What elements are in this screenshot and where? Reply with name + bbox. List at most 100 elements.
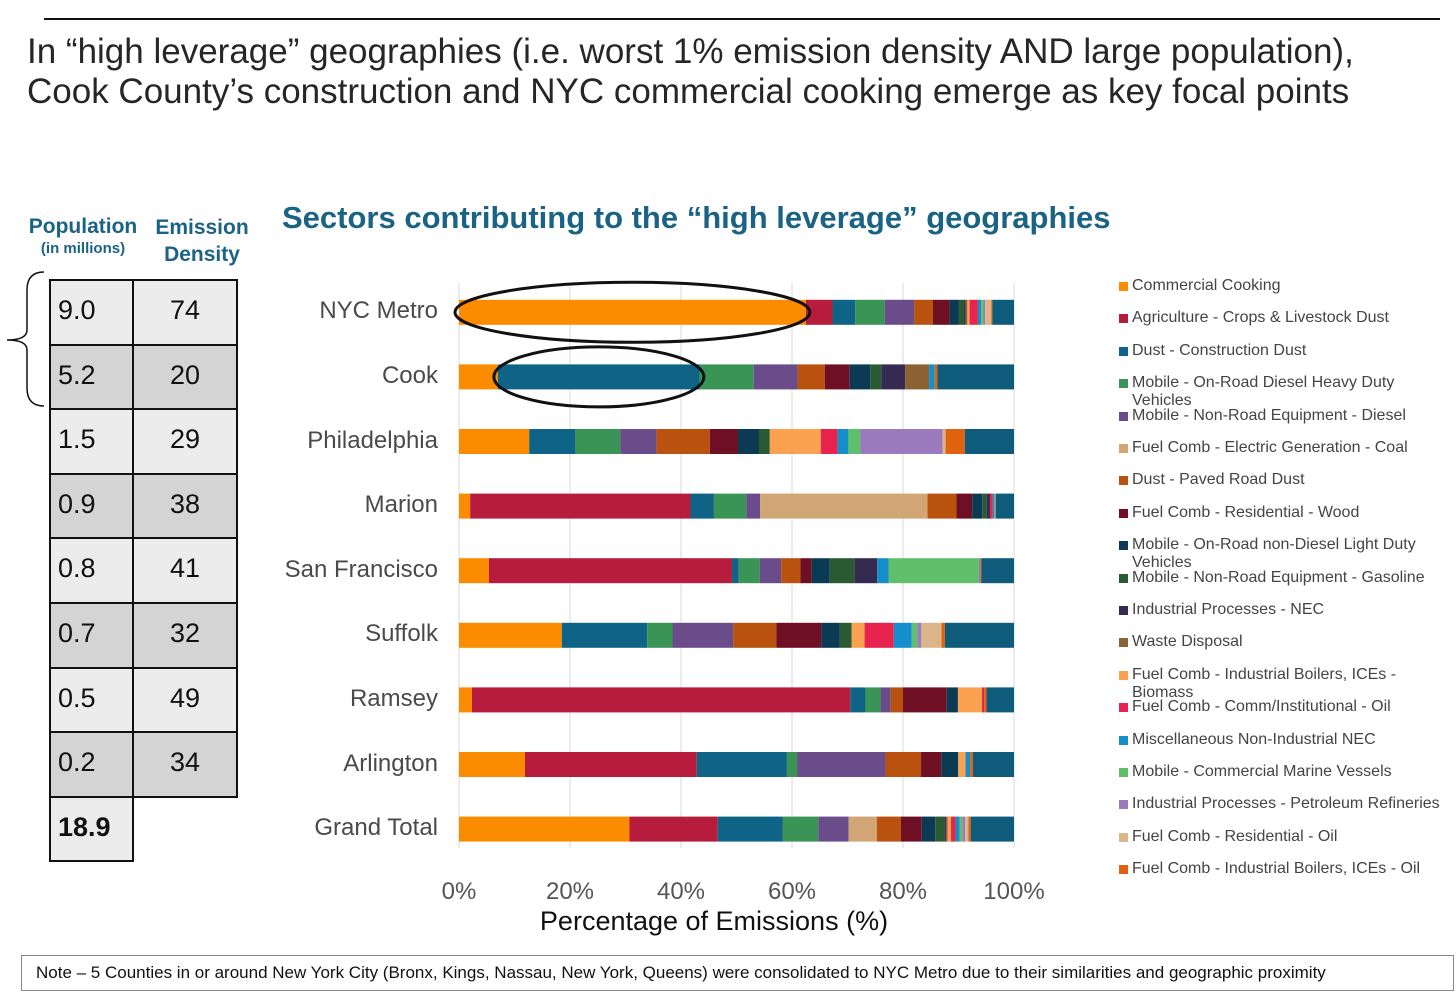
legend-item: Industrial Processes - Petroleum Refiner… — [1118, 795, 1456, 813]
legend-label: Mobile - Commercial Marine Vessels — [1132, 763, 1392, 780]
legend-label: Waste Disposal — [1132, 633, 1243, 651]
x-tick-label: 40% — [657, 878, 705, 905]
bar-segment — [994, 493, 996, 519]
bar-segment — [970, 752, 973, 777]
legend-swatch — [1119, 638, 1128, 648]
bar-segment — [529, 429, 576, 454]
bar-segment — [990, 493, 993, 519]
bar-segment — [935, 816, 945, 842]
density-header-label: Emission Density — [155, 216, 249, 266]
population-header-sublabel: (in millions) — [40, 240, 126, 257]
bar-segment — [983, 299, 986, 325]
legend-swatch — [1119, 476, 1128, 486]
bar-segment — [759, 429, 770, 454]
bar-segment — [995, 493, 1014, 519]
bar-segment — [888, 558, 979, 584]
legend-item: Dust - Paved Road Dust — [1118, 471, 1456, 489]
legend-item: Agriculture - Crops & Livestock Dust — [1118, 309, 1456, 327]
bar-segment — [459, 429, 530, 454]
bar-segment — [656, 429, 710, 454]
bar-segment — [962, 816, 966, 842]
bar-segment — [837, 429, 849, 454]
top-rule — [44, 18, 1440, 20]
chart-title: Sectors contributing to the “high levera… — [282, 200, 1111, 235]
legend-swatch — [1119, 541, 1128, 551]
bar-segment — [921, 816, 936, 842]
density-cell: 41 — [132, 537, 238, 604]
highlight-ellipse — [492, 345, 706, 409]
bar-segment — [832, 299, 856, 325]
headline-line-1: In “high leverage” geographies (i.e. wor… — [27, 32, 1354, 71]
legend-item: Fuel Comb - Industrial Boilers, ICEs - O… — [1118, 860, 1456, 878]
bar-segment — [459, 493, 471, 519]
population-cell: 0.8 — [49, 537, 134, 604]
bar-segment — [937, 364, 1014, 390]
legend-label: Fuel Comb - Residential - Wood — [1132, 503, 1360, 521]
y-category-label: Cook — [381, 361, 438, 389]
bar-segment — [459, 622, 562, 648]
bar-segment — [854, 558, 878, 584]
bar-segment — [865, 687, 881, 713]
legend-swatch — [1119, 444, 1128, 453]
legend-item: Mobile - Non-Road Equipment - Diesel — [1118, 407, 1456, 425]
bar-segment — [855, 299, 885, 325]
bar-segment — [914, 299, 933, 325]
legend-item: Fuel Comb - Industrial Boilers, ICEs - B… — [1118, 666, 1456, 702]
bar-segment — [945, 429, 965, 454]
bar-segment — [959, 816, 963, 842]
legend-item: Commercial Cooking — [1118, 277, 1456, 295]
legend-label: Fuel Comb - Industrial Boilers, ICEs - O… — [1132, 860, 1421, 878]
legend-swatch — [1119, 768, 1128, 777]
bar-segment — [955, 816, 960, 842]
legend-label: Industrial Processes - Petroleum Refiner… — [1132, 795, 1440, 813]
population-cell: 1.5 — [49, 408, 134, 475]
legend-item: Fuel Comb - Residential - Oil — [1118, 828, 1456, 846]
bar-segment — [947, 816, 952, 842]
bar-segment — [864, 622, 894, 648]
legend-swatch — [1119, 411, 1128, 421]
bar-segment — [760, 493, 928, 519]
legend-item: Fuel Comb - Comm/Institutional - Oil — [1118, 698, 1456, 716]
bar-segment — [885, 752, 922, 777]
y-category-label: San Francisco — [284, 555, 438, 583]
legend-item: Mobile - On-Road Diesel Heavy Duty Vehic… — [1118, 374, 1456, 410]
bar-segment — [850, 687, 866, 713]
density-cell: 20 — [132, 343, 238, 411]
bar-segment — [713, 493, 747, 519]
legend-item: Waste Disposal — [1118, 633, 1456, 651]
bar-segment — [965, 752, 971, 777]
bar-segment — [965, 299, 968, 325]
bar-segment — [992, 299, 1014, 325]
bar-segment — [927, 493, 957, 519]
y-category-label: Grand Total — [314, 814, 438, 842]
legend-item: Industrial Processes - NEC — [1118, 601, 1456, 619]
bar-segment — [829, 558, 855, 584]
bar-segment — [986, 687, 1014, 713]
bar-segment — [459, 558, 489, 584]
bar-segment — [848, 816, 877, 842]
x-tick-label: 0% — [442, 878, 477, 905]
bar-segment — [992, 493, 995, 519]
legend-swatch — [1119, 346, 1128, 356]
bar-segment — [459, 364, 498, 390]
bar-segment — [981, 299, 984, 325]
legend-label: Mobile - On-Road Diesel Heavy Duty Vehic… — [1132, 374, 1395, 410]
legend-swatch — [1119, 379, 1128, 389]
bar-segment — [934, 364, 938, 390]
bar-segment — [459, 687, 472, 713]
bar-segment — [905, 364, 930, 390]
bar-segment — [991, 299, 993, 325]
bar-segment — [821, 622, 840, 648]
legend-swatch — [1119, 573, 1128, 583]
bar-segment — [497, 364, 700, 390]
bar-segment — [824, 364, 850, 390]
bar-segment — [972, 493, 983, 519]
bar-segment — [881, 364, 906, 390]
bar-segment — [921, 752, 942, 777]
legend-swatch — [1119, 606, 1128, 615]
bar-segment — [981, 558, 1014, 584]
bar-segment — [759, 558, 782, 584]
bar-segment — [978, 558, 981, 584]
population-cell: 5.2 — [49, 343, 134, 411]
legend-label: Fuel Comb - Residential - Oil — [1132, 827, 1338, 845]
